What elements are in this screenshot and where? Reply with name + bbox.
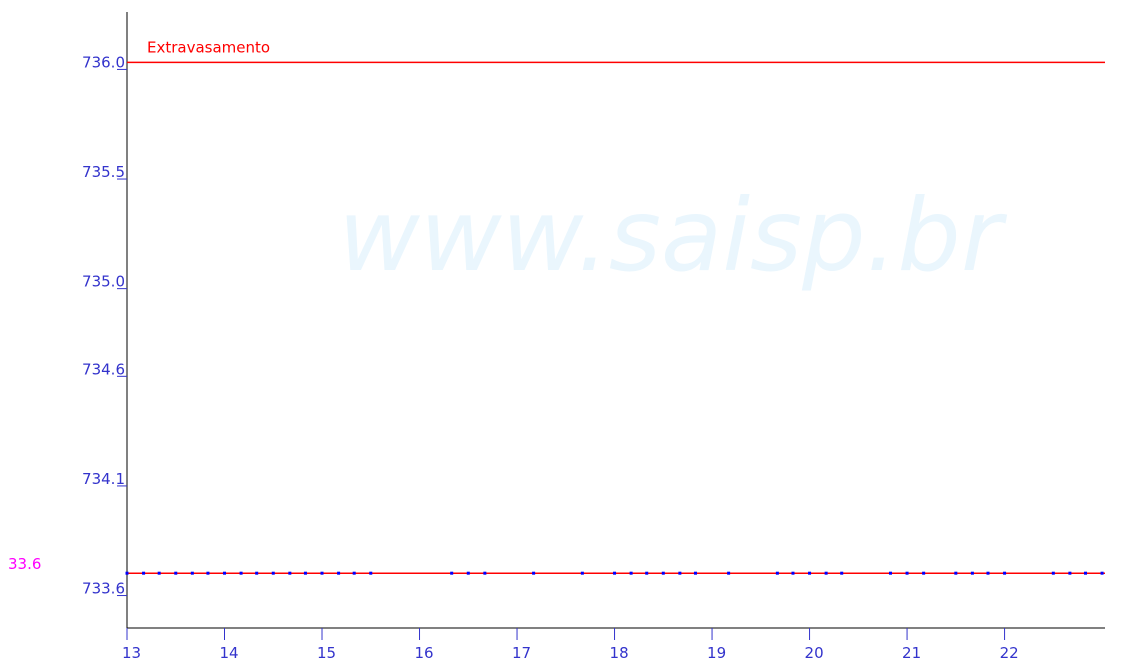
data-point xyxy=(288,571,292,575)
data-point xyxy=(142,571,146,575)
data-point xyxy=(808,571,812,575)
data-point xyxy=(1003,571,1007,575)
data-point xyxy=(1083,571,1087,575)
y-tick-label: 736.0 xyxy=(82,53,125,71)
data-point xyxy=(824,571,828,575)
data-point xyxy=(791,571,795,575)
data-point xyxy=(174,571,178,575)
data-point xyxy=(727,571,731,575)
current-level-label: 33.6 xyxy=(8,555,41,573)
x-tick-label: 20 xyxy=(805,644,824,662)
data-point xyxy=(337,571,341,575)
data-point xyxy=(1100,571,1104,575)
data-point xyxy=(352,571,356,575)
data-point xyxy=(239,571,243,575)
data-point xyxy=(922,571,926,575)
data-point xyxy=(1051,571,1055,575)
watermark: www.saisp.br xyxy=(338,177,1008,294)
data-point xyxy=(157,571,161,575)
data-point xyxy=(645,571,649,575)
data-point xyxy=(613,571,617,575)
y-tick-label: 735.5 xyxy=(82,163,125,181)
data-point xyxy=(629,571,633,575)
data-point xyxy=(986,571,990,575)
data-point xyxy=(905,571,909,575)
data-point xyxy=(840,571,844,575)
y-tick-label: 734.1 xyxy=(82,470,125,488)
y-tick-label: 733.6 xyxy=(82,580,125,598)
x-tick-label: 14 xyxy=(220,644,239,662)
data-point xyxy=(450,571,454,575)
data-point xyxy=(1068,571,1072,575)
data-point xyxy=(206,571,210,575)
data-point xyxy=(693,571,697,575)
x-tick-label: 19 xyxy=(707,644,726,662)
data-point xyxy=(580,571,584,575)
x-tick-label: 17 xyxy=(512,644,531,662)
data-point xyxy=(954,571,958,575)
data-point xyxy=(320,571,324,575)
x-tick-label: 21 xyxy=(902,644,921,662)
data-point xyxy=(532,571,536,575)
x-tick-label: 15 xyxy=(317,644,336,662)
y-tick-label: 735.0 xyxy=(82,273,125,291)
x-tick-label: 16 xyxy=(415,644,434,662)
y-tick-label: 734.6 xyxy=(82,360,125,378)
data-point xyxy=(271,571,275,575)
data-point xyxy=(483,571,487,575)
data-point xyxy=(678,571,682,575)
data-point xyxy=(255,571,259,575)
data-point xyxy=(970,571,974,575)
data-point xyxy=(190,571,194,575)
data-point xyxy=(661,571,665,575)
data-point xyxy=(888,571,892,575)
data-point xyxy=(223,571,227,575)
x-tick-label: 22 xyxy=(1000,644,1019,662)
data-point xyxy=(125,571,129,575)
data-point xyxy=(369,571,373,575)
data-point xyxy=(466,571,470,575)
data-point xyxy=(303,571,307,575)
x-tick-label: 18 xyxy=(610,644,629,662)
data-point xyxy=(775,571,779,575)
reference-label: Extravasamento xyxy=(147,38,270,56)
x-tick-label: 13 xyxy=(122,644,141,662)
